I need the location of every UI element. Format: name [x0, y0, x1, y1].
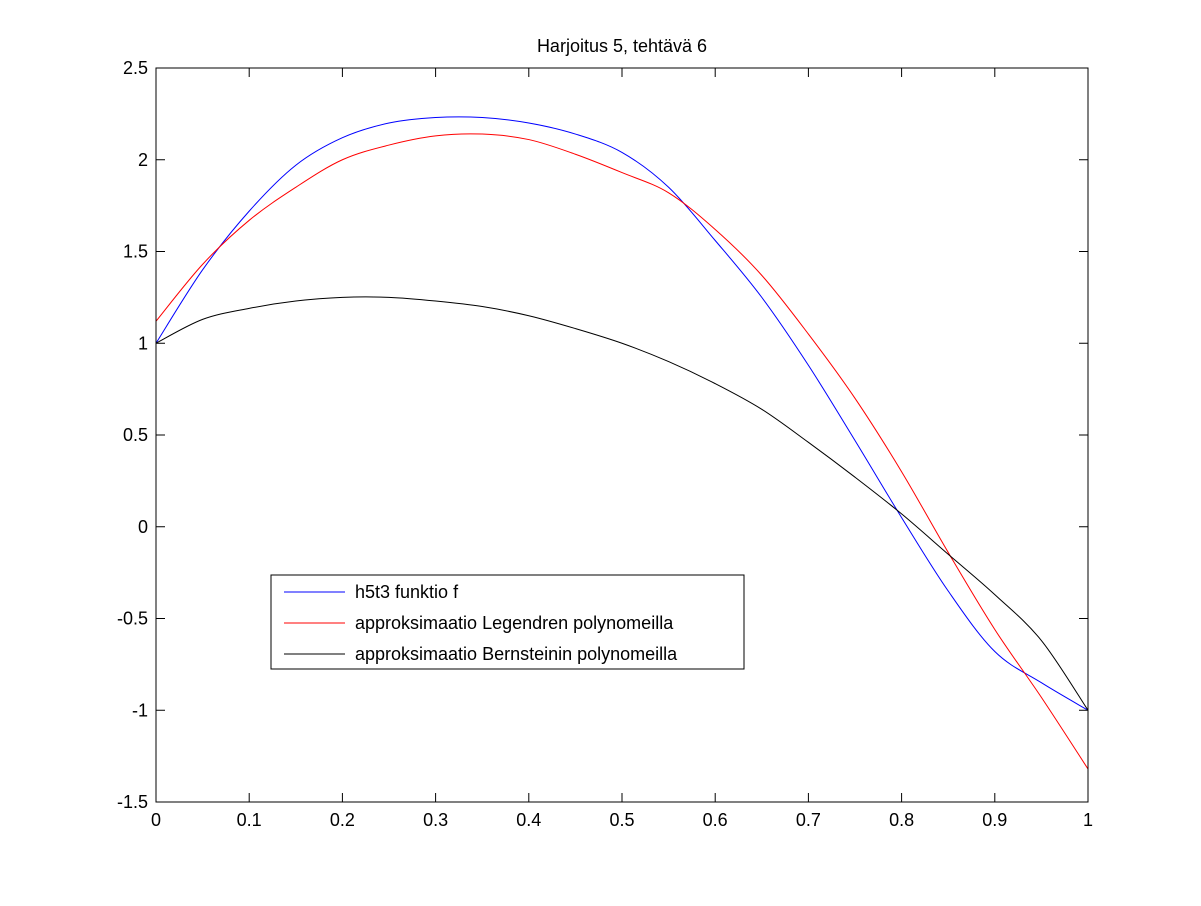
- x-tick-label: 0.3: [423, 810, 448, 830]
- x-tick-label: 1: [1083, 810, 1093, 830]
- legend-box: [270, 574, 745, 670]
- y-tick-label: -1: [132, 700, 148, 720]
- y-tick-label: -1.5: [117, 792, 148, 812]
- y-tick-label: 1: [138, 333, 148, 353]
- y-tick-label: -0.5: [117, 609, 148, 629]
- series-line-2: [155, 296, 1089, 711]
- x-tick-label: 0.4: [516, 810, 541, 830]
- x-tick-label: 0.8: [889, 810, 914, 830]
- x-tick-label: 0.1: [237, 810, 262, 830]
- legend-label-2: approksimaatio Bernsteinin polynomeilla: [355, 644, 678, 664]
- x-tick-label: 0.5: [609, 810, 634, 830]
- y-tick-label: 2: [138, 150, 148, 170]
- x-tick-label: 0.7: [796, 810, 821, 830]
- legend: h5t3 funktio f approksimaatio Legendren p…: [270, 574, 745, 670]
- series-line-1: [155, 133, 1089, 770]
- legend-label-1: approksimaatio Legendren polynomeilla: [355, 613, 674, 633]
- series-layer: [155, 116, 1089, 770]
- y-tick-label: 2.5: [123, 58, 148, 78]
- plot-area: [156, 68, 1088, 802]
- y-tick-label: 1.5: [123, 242, 148, 262]
- ticks-layer: 0 0.1 0.2 0.3 0.4 0.5 0.6 0.7 0.8 0.9 1 -1.5 -1 -0.5 0…: [117, 58, 1093, 830]
- x-tick-label: 0: [151, 810, 161, 830]
- x-tick-label: 0.2: [330, 810, 355, 830]
- series-line-0: [155, 116, 1089, 711]
- x-tick-label: 0.9: [982, 810, 1007, 830]
- y-tick-label: 0: [138, 517, 148, 537]
- x-tick-label: 0.6: [703, 810, 728, 830]
- y-tick-label: 0.5: [123, 425, 148, 445]
- legend-label-0: h5t3 funktio f: [355, 582, 459, 602]
- axes-box: [155, 67, 1089, 803]
- chart-title: Harjoitus 5, tehtävä 6: [537, 36, 707, 56]
